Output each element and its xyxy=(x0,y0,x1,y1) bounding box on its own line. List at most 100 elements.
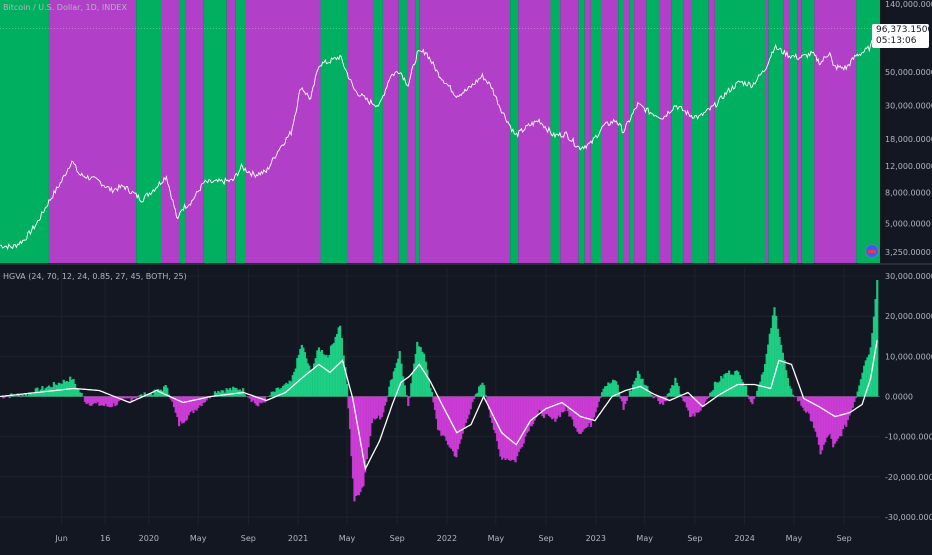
x-tick-label: May xyxy=(786,534,803,543)
indicator-y-tick-label: -10,000.0000 xyxy=(885,433,932,442)
x-tick-label: May xyxy=(190,534,207,543)
last-price-badge: 96,373.1500 05:13:06 xyxy=(872,24,929,48)
price-y-tick-label: 140,000.0000 xyxy=(885,0,932,9)
bearish-band xyxy=(347,0,374,263)
bearish-band xyxy=(659,0,671,263)
price-y-tick-label: 5,000.0000 xyxy=(885,220,931,229)
positive-histogram-bar xyxy=(485,395,487,396)
indicator-y-tick-label: 0.0000 xyxy=(885,393,913,402)
negative-histogram-bar xyxy=(137,397,139,398)
price-y-tick-label: 18,000.0000 xyxy=(885,135,932,144)
bearish-band xyxy=(601,0,618,263)
bullish-band xyxy=(802,0,815,263)
positive-histogram-bar xyxy=(792,395,794,397)
indicator-y-tick-label: 30,000.0000 xyxy=(885,272,932,281)
price-y-tick-label: 50,000.0000 xyxy=(885,68,932,77)
x-tick-label: 2022 xyxy=(437,534,457,543)
positive-histogram-bar xyxy=(405,395,407,396)
x-tick-label: May xyxy=(339,534,356,543)
indicator-title: HGVA (24, 70, 12, 24, 0.85, 27, 45, BOTH… xyxy=(3,272,187,281)
negative-histogram-bar xyxy=(626,397,628,401)
bearish-band xyxy=(709,0,715,263)
indicator-y-tick-label: -20,000.0000 xyxy=(885,473,932,482)
x-tick-label: Jun xyxy=(54,534,68,543)
positive-histogram-bar xyxy=(876,280,878,396)
bullish-band xyxy=(715,0,765,263)
price-y-tick-label: 30,000.0000 xyxy=(885,102,932,111)
bearish-band xyxy=(560,0,578,263)
price-y-tick-label: 8,000.0000 xyxy=(885,189,931,198)
negative-histogram-bar xyxy=(145,397,147,398)
negative-histogram-bar xyxy=(473,397,475,400)
negative-histogram-bar xyxy=(707,397,709,398)
x-tick-label: Sep xyxy=(390,534,405,543)
x-tick-label: 2024 xyxy=(734,534,754,543)
bullish-band xyxy=(0,0,49,263)
last-price-value: 96,373.1500 xyxy=(876,25,929,36)
positive-histogram-bar xyxy=(81,393,83,396)
bearish-band xyxy=(383,0,399,263)
top-pane-title: Bitcoin / U.S. Dollar, 1D, INDEX xyxy=(3,3,127,12)
positive-histogram-bar xyxy=(404,385,406,396)
bullish-band xyxy=(671,0,684,263)
bearish-band xyxy=(814,0,856,263)
bullish-band xyxy=(618,0,623,263)
x-tick-label: 2023 xyxy=(586,534,606,543)
negative-histogram-bar xyxy=(407,397,409,407)
bearish-band xyxy=(407,0,415,263)
indicator-y-tick-label: -30,000.0000 xyxy=(885,513,932,522)
bearish-band xyxy=(245,0,320,263)
bearish-band xyxy=(585,0,591,263)
indicator-y-tick-label: 20,000.0000 xyxy=(885,312,932,321)
bullish-band xyxy=(236,0,246,263)
x-tick-label: Sep xyxy=(538,534,553,543)
bearish-band xyxy=(634,0,646,263)
negative-histogram-bar xyxy=(409,397,411,398)
price-y-tick-label: 12,000.0000 xyxy=(885,162,932,171)
bearish-band xyxy=(49,0,136,263)
positive-histogram-bar xyxy=(346,384,348,397)
positive-histogram-bar xyxy=(651,395,653,396)
bullish-band xyxy=(179,0,186,263)
x-tick-label: Sep xyxy=(687,534,702,543)
price-y-tick-label: 3,250.0000 xyxy=(885,248,931,257)
bearish-band xyxy=(186,0,204,263)
x-tick-label: 16 xyxy=(100,534,110,543)
negative-histogram-bar xyxy=(9,397,11,399)
negative-histogram-bar xyxy=(20,397,22,398)
bearish-band xyxy=(684,0,692,263)
currency-flag-icon[interactable] xyxy=(865,244,879,258)
negative-histogram-bar xyxy=(385,397,387,402)
bearish-band xyxy=(798,0,802,263)
negative-histogram-bar xyxy=(753,397,755,399)
x-tick-label: Sep xyxy=(837,534,852,543)
bullish-band xyxy=(768,0,783,263)
bearish-band xyxy=(765,0,768,263)
indicator-y-tick-label: 10,000.0000 xyxy=(885,352,932,361)
bullish-band xyxy=(399,0,407,263)
bullish-band xyxy=(551,0,561,263)
positive-histogram-bar xyxy=(483,385,485,396)
bullish-band xyxy=(646,0,659,263)
x-tick-label: 2021 xyxy=(288,534,308,543)
negative-histogram-bar xyxy=(855,397,857,398)
x-tick-label: May xyxy=(636,534,653,543)
bearish-band xyxy=(419,0,510,263)
negative-histogram-bar xyxy=(599,397,601,399)
x-tick-label: Sep xyxy=(241,534,256,543)
bearish-band xyxy=(783,0,789,263)
bar-countdown: 05:13:06 xyxy=(876,36,929,47)
bullish-band xyxy=(321,0,348,263)
bullish-band xyxy=(415,0,419,263)
bearish-band xyxy=(227,0,236,263)
bullish-band xyxy=(789,0,797,263)
bullish-band xyxy=(204,0,227,263)
positive-histogram-bar xyxy=(431,392,433,396)
bullish-band xyxy=(579,0,585,263)
x-tick-label: 2020 xyxy=(139,534,159,543)
positive-histogram-bar xyxy=(244,394,246,396)
positive-histogram-bar xyxy=(745,386,747,397)
x-tick-label: May xyxy=(488,534,505,543)
bullish-band xyxy=(136,0,161,263)
bearish-band xyxy=(161,0,179,263)
